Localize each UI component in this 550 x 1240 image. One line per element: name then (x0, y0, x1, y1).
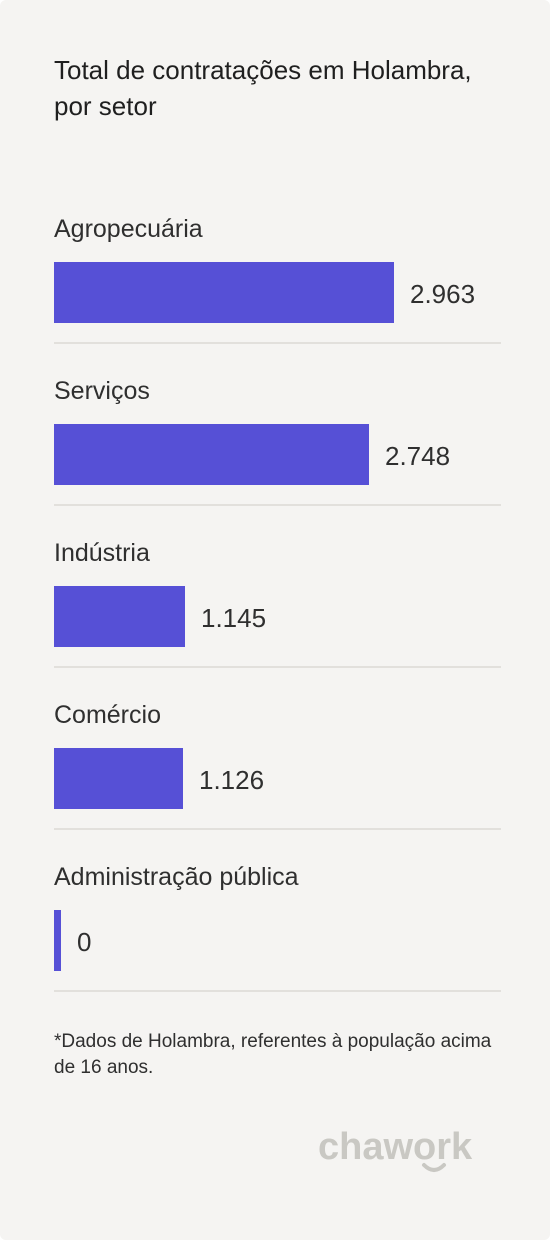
bar (54, 910, 61, 971)
category-label: Indústria (54, 539, 150, 567)
category-label: Administração pública (54, 863, 299, 891)
row-divider (54, 828, 501, 830)
row-divider (54, 666, 501, 668)
bar-row: Comércio 1.126 (54, 686, 501, 848)
bar-row: Agropecuária 2.963 (54, 200, 501, 362)
bar (54, 586, 185, 647)
bar (54, 262, 394, 323)
bar-row: Serviços 2.748 (54, 362, 501, 524)
row-divider (54, 504, 501, 506)
value-label: 2.748 (385, 441, 451, 471)
footnote: *Dados de Holambra, referentes à populaç… (54, 1031, 492, 1078)
category-label: Agropecuária (54, 215, 203, 243)
row-divider (54, 342, 501, 344)
chart-title: Total de contratações em Holambra, por s… (54, 55, 472, 121)
bar (54, 424, 369, 485)
row-divider (54, 990, 501, 992)
bar-chart: Agropecuária 2.963 Serviços 2.748 Indústria 1… (54, 200, 501, 1010)
chawork-logo: chawork (318, 1126, 473, 1172)
category-label: Comércio (54, 701, 161, 729)
bar-row: Administração pública 0 (54, 848, 501, 1010)
value-label: 0 (77, 927, 92, 957)
value-label: 1.126 (199, 765, 265, 795)
value-label: 1.145 (201, 603, 267, 633)
bar-row: Indústria 1.145 (54, 524, 501, 686)
bar (54, 748, 183, 809)
value-label: 2.963 (410, 279, 476, 309)
logo-text: chawork (318, 1126, 473, 1168)
category-label: Serviços (54, 377, 150, 405)
logo-smile-icon (422, 1163, 446, 1172)
